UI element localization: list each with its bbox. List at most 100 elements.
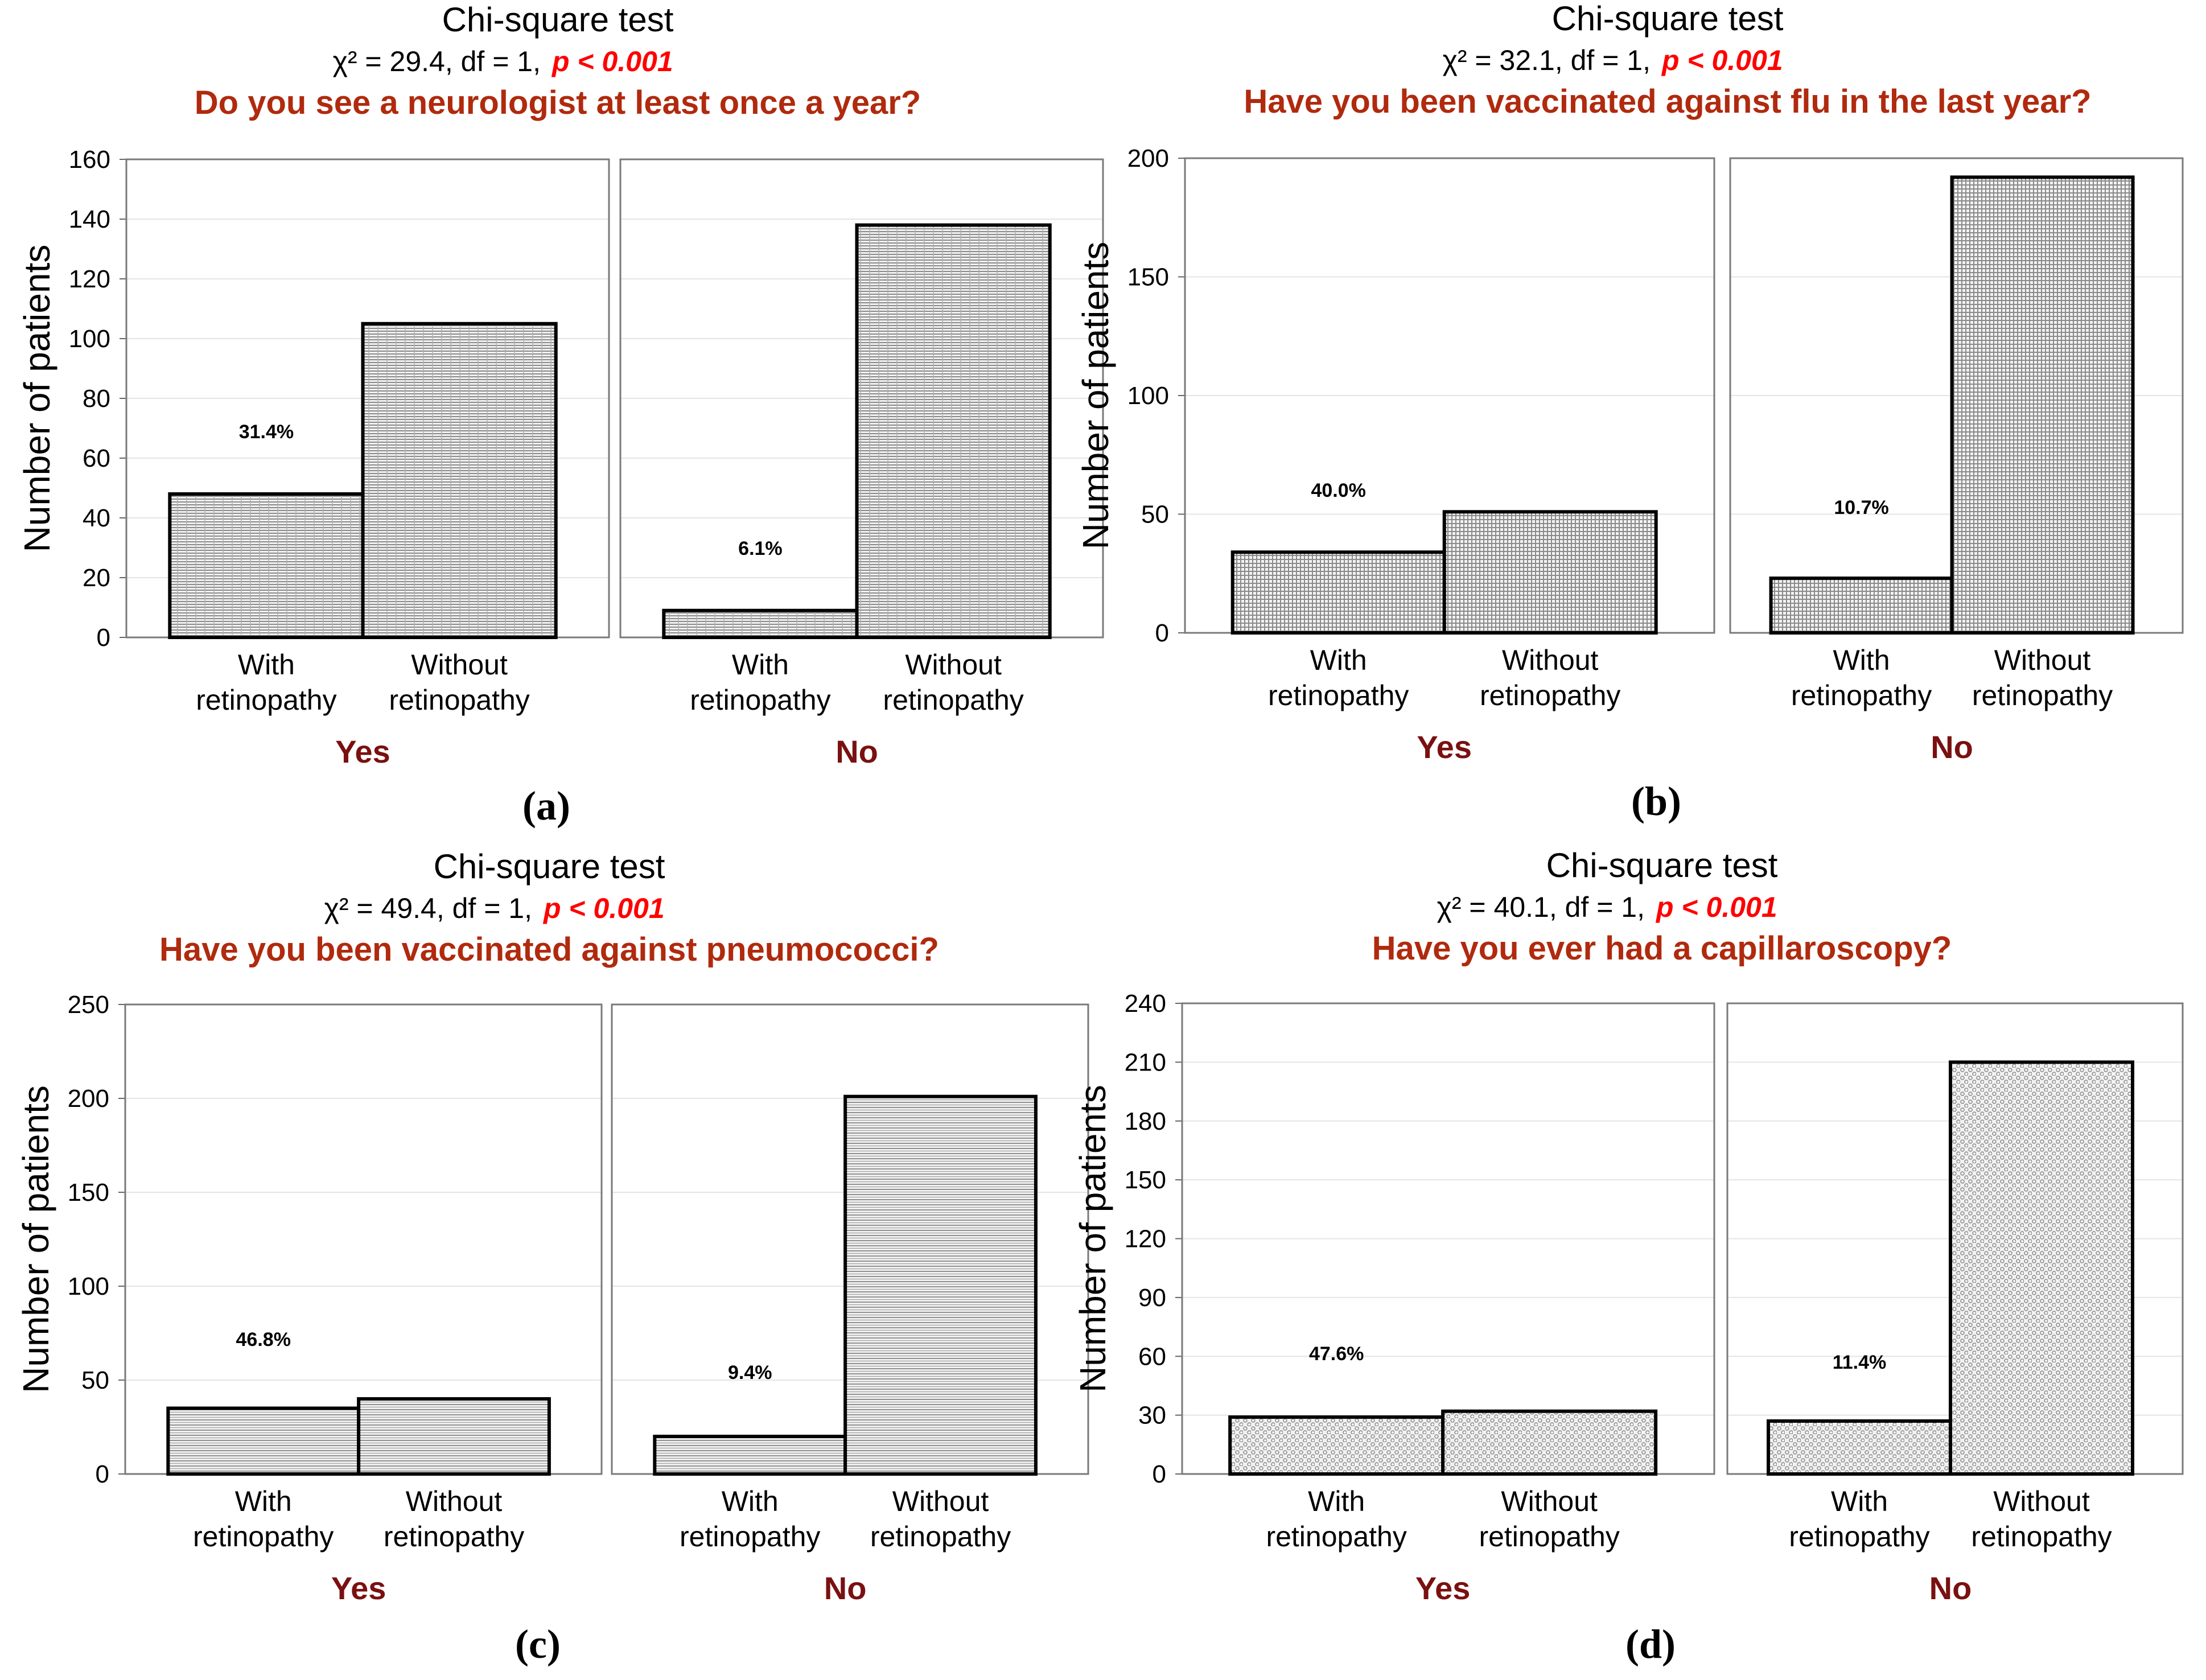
category-label: With retinopathy	[1789, 1485, 1929, 1553]
bar	[357, 1397, 551, 1476]
y-axis-label: Number of patients	[17, 245, 57, 553]
percent-label: 6.1%	[738, 538, 783, 559]
y-tick-label: 0	[96, 1460, 109, 1488]
y-tick-label: 120	[1125, 1225, 1166, 1253]
bar	[843, 1094, 1038, 1476]
y-tick-label: 50	[1141, 501, 1169, 529]
category-label: With retinopathy	[193, 1485, 334, 1553]
panel-label: (b)	[1631, 779, 1681, 824]
category-label: Without retinopathy	[883, 649, 1023, 716]
chi-square-stat: χ² = 32.1, df = 1,	[1443, 44, 1651, 76]
category-label: Without retinopathy	[1971, 1485, 2112, 1553]
y-tick-label: 250	[68, 991, 109, 1019]
y-axis-label: Number of patients	[1075, 242, 1116, 550]
y-tick-label: 150	[1127, 263, 1169, 291]
y-tick-label: 60	[1138, 1343, 1166, 1370]
bar	[1949, 1060, 2134, 1476]
category-label: With retinopathy	[196, 649, 336, 716]
y-tick-label: 200	[68, 1085, 109, 1113]
y-tick-label: 80	[83, 385, 110, 413]
group-label: No	[836, 734, 878, 769]
chart-title: Chi-square test	[1546, 846, 1778, 884]
bar	[1767, 1419, 1952, 1476]
panel-label: (c)	[515, 1621, 561, 1667]
y-tick-label: 150	[1125, 1166, 1166, 1194]
p-value: p < 0.001	[1661, 44, 1783, 76]
group-label: Yes	[331, 1570, 386, 1606]
y-tick-label: 90	[1138, 1284, 1166, 1312]
bar	[168, 492, 365, 639]
chart-title: Chi-square test	[434, 847, 665, 886]
question-title: Have you been vaccinated against pneumoc…	[159, 931, 939, 968]
p-value: p < 0.001	[551, 46, 673, 77]
category-label: Without retinopathy	[1972, 644, 2113, 711]
y-axis-label: Number of patients	[1072, 1085, 1113, 1393]
group-label: No	[1931, 729, 1973, 765]
category-label: With retinopathy	[690, 649, 830, 716]
percent-label: 9.4%	[728, 1362, 772, 1383]
y-tick-label: 160	[69, 146, 110, 174]
y-tick-label: 140	[69, 205, 110, 233]
bar	[1769, 577, 1954, 635]
bar	[662, 608, 859, 639]
category-label: Without retinopathy	[384, 1485, 524, 1553]
group-label: Yes	[1417, 729, 1472, 765]
y-tick-label: 210	[1125, 1048, 1166, 1076]
bar	[855, 223, 1052, 639]
bar	[653, 1435, 847, 1476]
chart-title: Chi-square test	[1552, 0, 1784, 38]
percent-label: 10.7%	[1834, 497, 1888, 518]
bar	[1442, 510, 1658, 635]
chi-square-stat: χ² = 49.4, df = 1,	[324, 892, 532, 924]
panel-label: (a)	[522, 783, 570, 829]
group-label: Yes	[1415, 1570, 1471, 1606]
y-tick-label: 0	[97, 624, 110, 652]
category-label: Without retinopathy	[870, 1485, 1011, 1553]
question-title: Have you ever had a capillaroscopy?	[1372, 930, 1952, 967]
y-tick-label: 30	[1138, 1402, 1166, 1430]
y-tick-label: 40	[83, 504, 110, 532]
bar	[166, 1406, 361, 1476]
category-label: With retinopathy	[1791, 644, 1932, 711]
chi-square-stat: χ² = 29.4, df = 1,	[333, 46, 541, 77]
question-title: Do you see a neurologist at least once a…	[195, 84, 921, 121]
chi-square-stat: χ² = 40.1, df = 1,	[1437, 891, 1645, 923]
y-tick-label: 0	[1155, 619, 1169, 647]
y-tick-label: 150	[68, 1179, 109, 1207]
percent-label: 11.4%	[1833, 1352, 1887, 1373]
group-label: No	[824, 1570, 867, 1606]
bar	[1230, 550, 1446, 635]
y-tick-label: 100	[69, 325, 110, 353]
category-label: Without retinopathy	[1480, 644, 1620, 711]
y-tick-label: 100	[68, 1273, 109, 1300]
y-tick-label: 50	[81, 1366, 109, 1394]
percent-label: 47.6%	[1309, 1343, 1364, 1365]
group-label: No	[1929, 1570, 1972, 1606]
bar	[1441, 1409, 1658, 1476]
percent-label: 46.8%	[236, 1329, 291, 1350]
y-tick-label: 60	[83, 444, 110, 472]
y-tick-label: 20	[83, 564, 110, 592]
y-tick-label: 200	[1127, 145, 1169, 172]
p-value: p < 0.001	[1655, 891, 1777, 923]
panel-label: (d)	[1625, 1621, 1676, 1667]
p-value: p < 0.001	[542, 892, 665, 924]
category-label: With retinopathy	[1266, 1485, 1406, 1553]
y-tick-label: 180	[1125, 1107, 1166, 1135]
y-axis-label: Number of patients	[15, 1085, 56, 1393]
bar	[1950, 175, 2135, 635]
y-tick-label: 240	[1125, 990, 1166, 1018]
question-title: Have you been vaccinated against flu in …	[1244, 83, 2091, 120]
y-tick-label: 120	[69, 265, 110, 293]
category-label: Without retinopathy	[389, 649, 529, 716]
chart-title: Chi-square test	[442, 1, 674, 39]
category-label: With retinopathy	[680, 1485, 820, 1553]
y-tick-label: 0	[1153, 1460, 1166, 1488]
category-label: With retinopathy	[1268, 644, 1409, 711]
bar	[361, 322, 558, 639]
percent-label: 31.4%	[239, 421, 294, 443]
group-label: Yes	[335, 734, 390, 769]
y-tick-label: 100	[1127, 382, 1169, 410]
category-label: Without retinopathy	[1479, 1485, 1619, 1553]
